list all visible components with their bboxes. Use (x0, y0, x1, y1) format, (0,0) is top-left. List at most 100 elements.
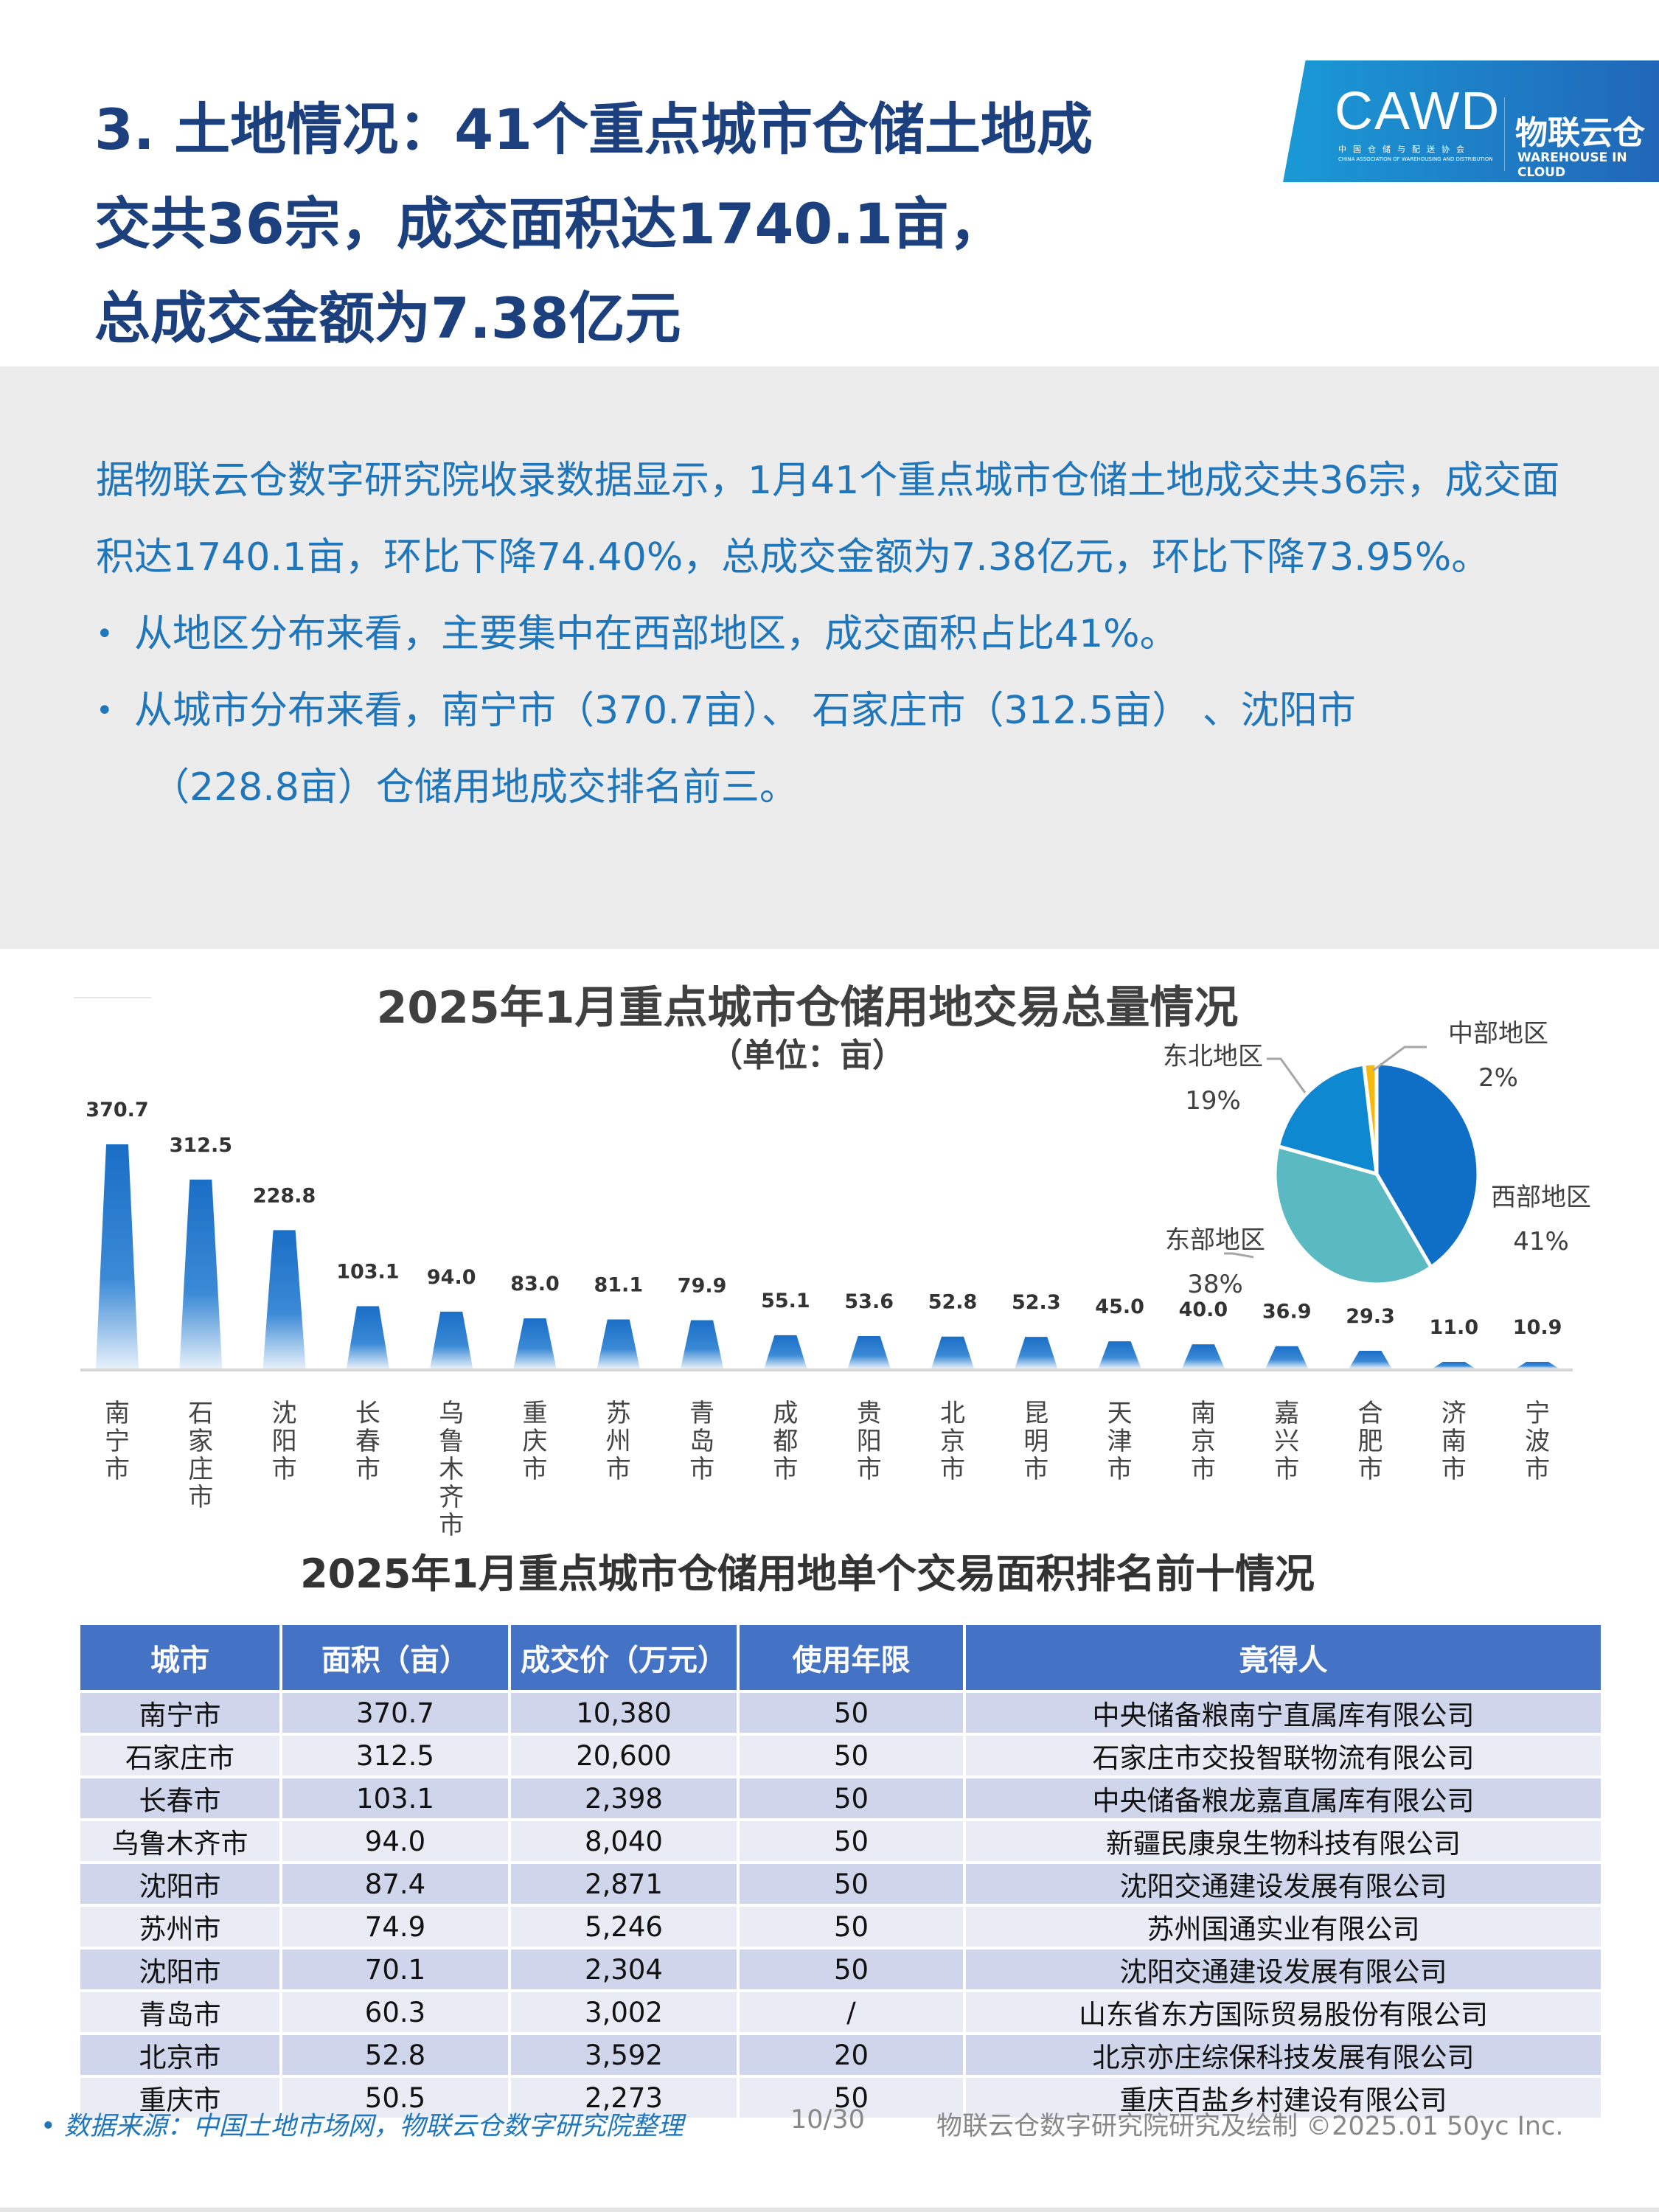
table-cell: 2,398 (511, 1778, 737, 1818)
table-row: 青岛市 60.3 3,002/山东省东方国际贸易股份有限公司 (80, 1992, 1601, 2032)
table-row: 石家庄市 312.5 20,600 50 石家庄市交投智联物流有限公司 (80, 1736, 1601, 1775)
table-cell: 乌鲁木齐市 (80, 1821, 279, 1861)
bar-value-label: 81.1 (594, 1273, 643, 1296)
category-label: 市 (606, 1455, 631, 1484)
bar (1181, 1344, 1225, 1368)
pie-label: 西部地区 (1491, 1183, 1591, 1212)
column-header: 使用年限 (740, 1625, 963, 1690)
table-cell: 50 (740, 1950, 963, 1989)
bar-chart: 370.7南宁市312.5石家庄市228.8沈阳市103.1长春市94.0乌鲁木… (74, 997, 1573, 1540)
category-label: 春 (355, 1427, 380, 1456)
bullet-item: 从地区分布来看，主要集中在西部地区，成交面积占比41%。 (96, 596, 1571, 672)
column-header: 面积（亩） (282, 1625, 508, 1690)
bar-value-label: 370.7 (86, 1099, 148, 1121)
pie-slice (1276, 1062, 1379, 1177)
category-label: 市 (1023, 1455, 1048, 1484)
table-row: 重庆市 50.5 2,273 50 重庆百盐乡村建设有限公司 (80, 2078, 1601, 2118)
category-label: 家 (188, 1427, 213, 1456)
bar-value-label: 52.8 (928, 1291, 978, 1314)
table-cell: 中央储备粮龙嘉直属库有限公司 (966, 1778, 1601, 1818)
bottom-border (0, 2208, 1659, 2212)
bar-value-label: 55.1 (761, 1290, 810, 1312)
bar-value-label: 45.0 (1095, 1295, 1144, 1318)
category-label: 宁 (105, 1427, 130, 1456)
table-cell: 山东省东方国际贸易股份有限公司 (966, 1992, 1601, 2032)
table-cell: 52.8 (282, 2035, 508, 2075)
bar-value-label: 312.5 (170, 1134, 232, 1157)
category-label: 苏 (606, 1399, 631, 1428)
table-cell: 石家庄市交投智联物流有限公司 (966, 1736, 1601, 1775)
category-label: 南 (1441, 1427, 1467, 1456)
table-cell: 沈阳市 (80, 1950, 279, 1989)
title-line: 总成交金额为7.38亿元 (94, 285, 681, 351)
bar (1349, 1350, 1392, 1368)
table-cell: 87.4 (282, 1864, 508, 1904)
category-label: 市 (689, 1455, 714, 1484)
category-label: 宁 (1525, 1399, 1550, 1428)
bar (1432, 1361, 1475, 1368)
bullet-item-cont: （228.8亩）仓储用地成交排名前三。 (151, 765, 798, 810)
summary-paragraph: 据物联云仓数字研究院收录数据显示，1月41个重点城市仓储土地成交共36宗，成交面… (96, 459, 1560, 580)
category-label: 市 (272, 1455, 297, 1484)
table-title: 2025年1月重点城市仓储用地单个交易面积排名前十情况 (300, 1551, 1315, 1597)
category-label: 波 (1525, 1427, 1550, 1456)
category-label: 阳 (857, 1427, 882, 1456)
table-cell: 20,600 (511, 1736, 737, 1775)
bar (1015, 1337, 1058, 1368)
bar (96, 1144, 139, 1368)
table-cell: 2,871 (511, 1864, 737, 1904)
cawd-logo-text: CAWD (1335, 82, 1501, 141)
leader-line (1267, 1057, 1307, 1093)
category-label: 津 (1107, 1427, 1133, 1456)
category-label: 市 (940, 1455, 965, 1484)
category-label: 市 (523, 1455, 548, 1484)
table-row: 长春市 103.1 2,398 50 中央储备粮龙嘉直属库有限公司 (80, 1778, 1601, 1818)
bar-value-label: 228.8 (253, 1184, 316, 1207)
table-cell: 50 (740, 1778, 963, 1818)
bar-chart-title: 2025年1月重点城市仓储用地交易总量情况 (376, 982, 1239, 1034)
category-label: 明 (1023, 1427, 1048, 1456)
table-cell: / (740, 1992, 963, 2032)
table-row: 南宁市 370.7 10,380 50 中央储备粮南宁直属库有限公司 (80, 1693, 1601, 1733)
table-cell: 370.7 (282, 1693, 508, 1733)
category-label: 合 (1358, 1399, 1383, 1428)
table-cell: 北京亦庄综保科技发展有限公司 (966, 2035, 1601, 2075)
table-cell: 南宁市 (80, 1693, 279, 1733)
table-cell: 2,304 (511, 1950, 737, 1989)
table-cell: 新疆民康泉生物科技有限公司 (966, 1821, 1601, 1861)
table-cell: 60.3 (282, 1992, 508, 2032)
land-deals-table: 城市 面积（亩） 成交价（万元） 使用年限 竟得人 南宁市 370.7 10,380 50 中央… (77, 1622, 1604, 2121)
pie-label: 中部地区 (1448, 1019, 1548, 1048)
category-label: 兴 (1274, 1427, 1299, 1456)
cawd-en: CHINA ASSOCIATION OF WAREHOUSING AND DIS… (1338, 156, 1493, 162)
table-cell: 50.5 (282, 2078, 508, 2118)
bar (346, 1306, 389, 1368)
pie-percent: 41% (1513, 1227, 1569, 1256)
category-label: 南 (105, 1399, 130, 1428)
page-title: 3. 土地情况：41个重点城市仓储土地成 交共36宗，成交面积达1740.1亩，… (94, 83, 1093, 366)
bar (430, 1311, 473, 1368)
table-cell: 74.9 (282, 1907, 508, 1947)
bar-value-label: 83.0 (510, 1273, 560, 1295)
bar-value-label: 103.1 (336, 1260, 399, 1283)
pie-percent: 19% (1185, 1086, 1241, 1116)
category-label: 贵 (857, 1399, 882, 1428)
logo-divider (1504, 97, 1505, 171)
bar (847, 1336, 891, 1368)
table-row: 乌鲁木齐市 94.0 8,040 50 新疆民康泉生物科技有限公司 (80, 1821, 1601, 1861)
table-cell: 50 (740, 1821, 963, 1861)
category-label: 北 (940, 1399, 965, 1428)
category-label: 市 (857, 1455, 882, 1484)
category-label: 木 (439, 1455, 464, 1484)
table-cell: 50 (740, 1736, 963, 1775)
bar-value-label: 52.3 (1012, 1291, 1061, 1314)
table-cell: 中央储备粮南宁直属库有限公司 (966, 1693, 1601, 1733)
column-header: 城市 (80, 1625, 279, 1690)
table-row: 苏州市 74.9 5,246 50 苏州国通实业有限公司 (80, 1907, 1601, 1947)
table-cell: 20 (740, 2035, 963, 2075)
category-label: 成 (773, 1399, 798, 1428)
table-cell: 50 (740, 2078, 963, 2118)
cawd-cn: 中国仓储与配送协会 (1338, 145, 1471, 154)
category-label: 长 (355, 1399, 380, 1428)
table-cell: 苏州市 (80, 1907, 279, 1947)
